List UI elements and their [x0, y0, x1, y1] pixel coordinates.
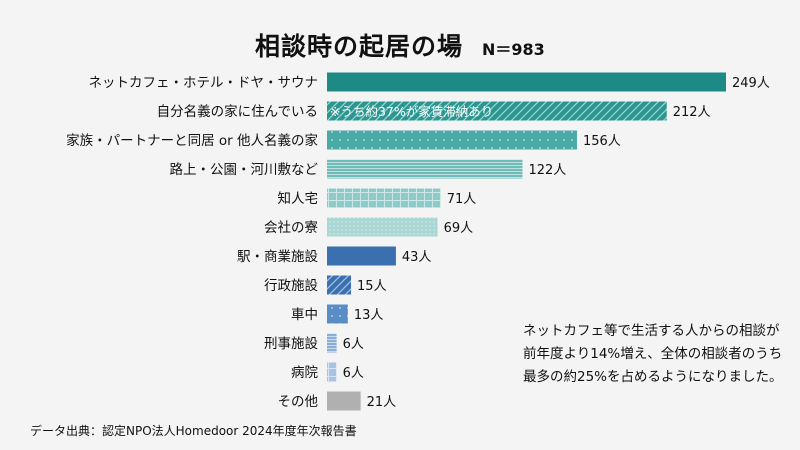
category-label: 行政施設 — [264, 278, 318, 294]
category-label: ネットカフェ・ホテル・ドヤ・サウナ — [89, 75, 319, 91]
category-label: 駅・商業施設 — [237, 249, 318, 265]
category-label: 家族・パートナーと同居 or 他人名義の家 — [66, 132, 318, 149]
category-label: 知人宅 — [278, 190, 319, 207]
data-label: 43人 — [402, 250, 432, 265]
bar — [327, 246, 396, 266]
data-label: 69人 — [444, 221, 474, 236]
data-label: 13人 — [354, 308, 384, 323]
bar — [327, 391, 361, 411]
data-label: 21人 — [367, 395, 397, 410]
category-label: 会社の寮 — [264, 219, 318, 236]
category-label: 刑事施設 — [264, 336, 318, 352]
chart-title: 相談時の起居の場 — [255, 32, 464, 61]
data-label: 6人 — [343, 337, 364, 352]
data-label: 156人 — [583, 134, 621, 149]
data-label: 6人 — [343, 366, 364, 381]
category-label: その他 — [278, 394, 319, 410]
bar — [327, 101, 667, 121]
data-label: 15人 — [357, 279, 387, 294]
category-label: 車中 — [291, 307, 318, 323]
category-label: 自分名義の家に住んでいる — [157, 103, 318, 120]
bar — [327, 304, 348, 324]
category-label: 路上・公園・河川敷など — [170, 162, 319, 178]
data-label: 249人 — [732, 76, 770, 91]
bar-annotation: ※うち約37%が家賃滞納あり — [330, 104, 493, 119]
bar — [327, 72, 726, 92]
bar — [327, 188, 441, 208]
bar — [327, 275, 352, 295]
bar — [327, 362, 337, 382]
data-label: 212人 — [673, 105, 711, 120]
data-label: 122人 — [528, 163, 566, 178]
bar — [327, 159, 523, 179]
sample-size: N＝983 — [482, 40, 545, 59]
bar — [327, 333, 337, 353]
data-label: 71人 — [447, 192, 477, 207]
category-label: 病院 — [291, 365, 318, 381]
note-text: ネットカフェ等で生活する人からの相談が前年度より14%増え、全体の相談者のうち最… — [523, 323, 783, 385]
bar — [327, 130, 577, 150]
source-text: データ出典：認定NPO法人Homedoor 2024年度年次報告書 — [30, 424, 357, 438]
bar — [327, 217, 438, 237]
